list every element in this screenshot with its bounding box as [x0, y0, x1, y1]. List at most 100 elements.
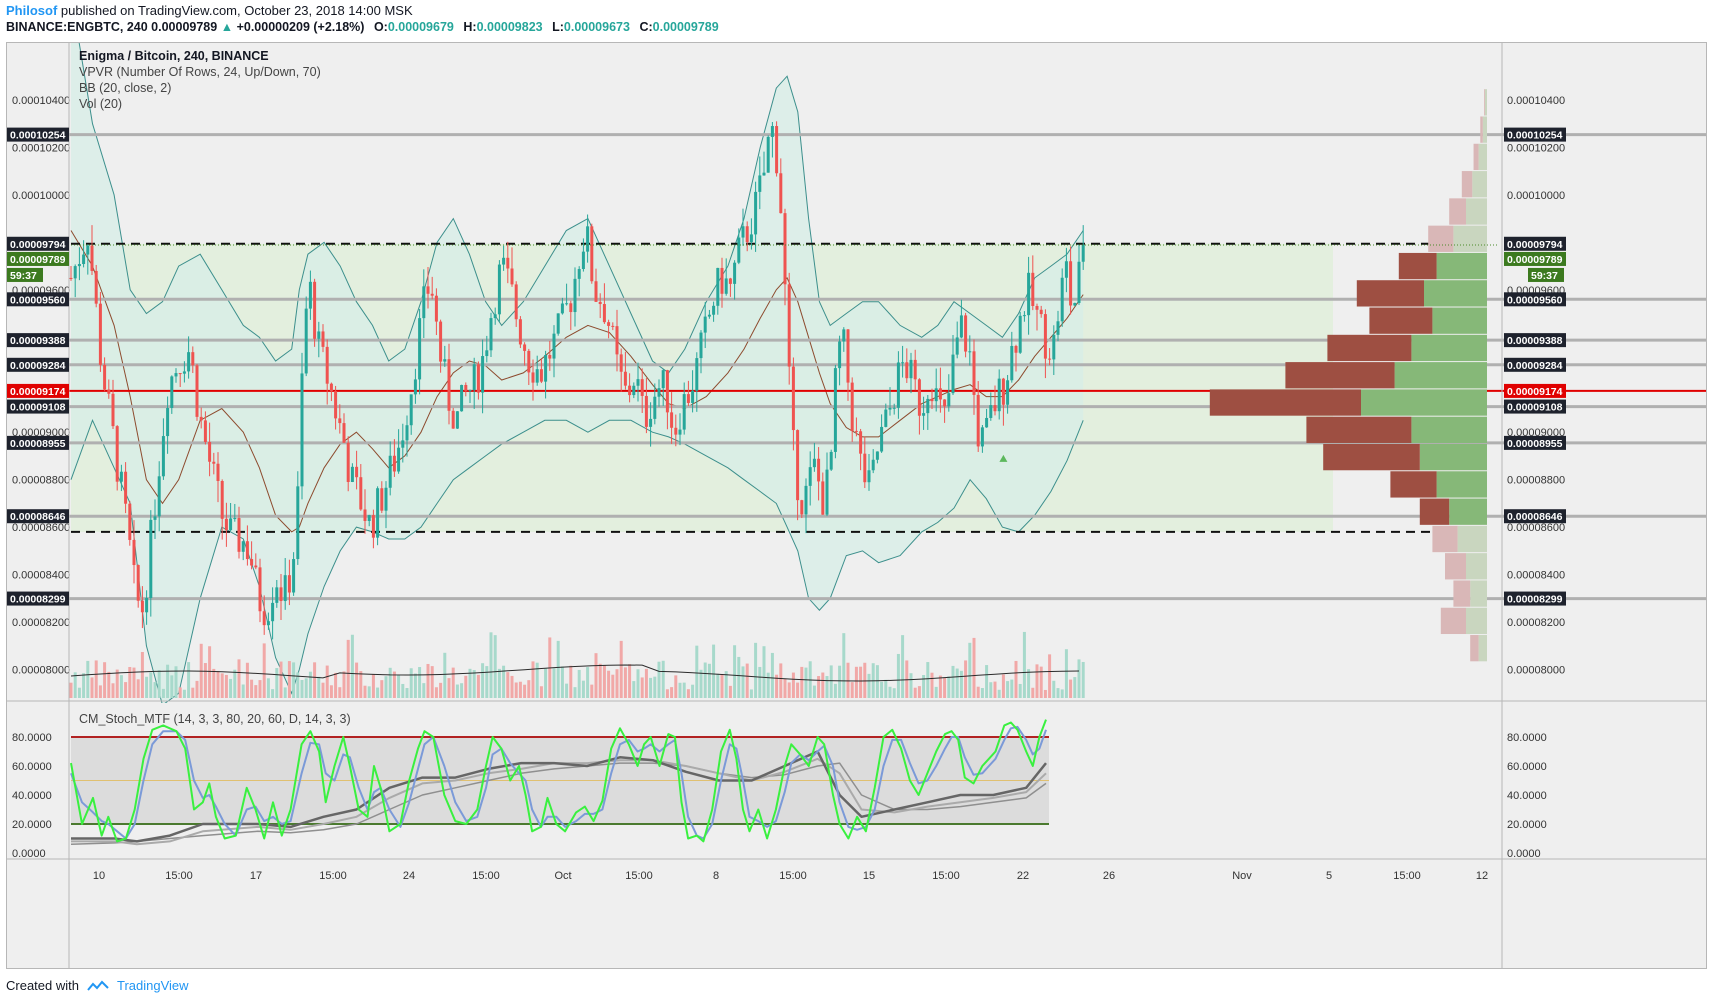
- candle[interactable]: [527, 348, 531, 386]
- candle[interactable]: [384, 481, 388, 529]
- price-level-tag[interactable]: 0.00008299: [1504, 591, 1566, 606]
- candle[interactable]: [518, 316, 522, 349]
- candle[interactable]: [867, 453, 871, 491]
- price-level-tag[interactable]: 0.00009174: [1504, 383, 1566, 398]
- candle[interactable]: [464, 382, 468, 397]
- candle[interactable]: [497, 260, 501, 322]
- candle[interactable]: [523, 342, 527, 366]
- candle[interactable]: [493, 307, 497, 325]
- price-level-tag[interactable]: 0.00008299: [7, 591, 69, 606]
- candle[interactable]: [598, 293, 602, 319]
- candle[interactable]: [455, 411, 459, 429]
- candle[interactable]: [73, 264, 77, 298]
- candle[interactable]: [304, 296, 308, 377]
- candle[interactable]: [346, 436, 350, 492]
- candle[interactable]: [124, 462, 128, 514]
- candle[interactable]: [149, 510, 153, 617]
- candle[interactable]: [640, 368, 644, 414]
- chart-canvas[interactable]: 0.00010400 0.00010400 0.00010200 0.00010200…: [7, 0, 1706, 968]
- candle[interactable]: [182, 361, 186, 383]
- candle[interactable]: [237, 506, 241, 559]
- candle[interactable]: [733, 260, 737, 300]
- candle[interactable]: [770, 122, 774, 158]
- candle[interactable]: [632, 382, 636, 399]
- candle[interactable]: [397, 429, 401, 474]
- candle[interactable]: [812, 442, 816, 472]
- main-price-pane[interactable]: [7, 0, 1706, 706]
- candle[interactable]: [460, 384, 464, 412]
- price-level-tag[interactable]: 0.00008646: [1504, 509, 1566, 524]
- candle[interactable]: [539, 358, 543, 384]
- candle[interactable]: [1039, 305, 1043, 318]
- candle[interactable]: [938, 367, 942, 413]
- candle[interactable]: [569, 300, 573, 331]
- price-level-tag[interactable]: 0.00009388: [7, 333, 69, 348]
- candle[interactable]: [371, 509, 375, 549]
- candle[interactable]: [363, 489, 367, 534]
- candle[interactable]: [485, 335, 489, 363]
- candle[interactable]: [556, 313, 560, 336]
- candle[interactable]: [212, 452, 216, 475]
- candle[interactable]: [825, 452, 829, 517]
- candle[interactable]: [220, 479, 224, 540]
- candle[interactable]: [376, 486, 380, 546]
- candles[interactable]: [69, 121, 1085, 640]
- candle[interactable]: [422, 269, 426, 338]
- candle[interactable]: [77, 247, 81, 281]
- candle[interactable]: [308, 270, 312, 320]
- candle[interactable]: [859, 428, 863, 471]
- candle[interactable]: [800, 499, 804, 519]
- candle[interactable]: [838, 335, 842, 386]
- candle[interactable]: [833, 364, 837, 459]
- candle[interactable]: [439, 319, 443, 373]
- candle[interactable]: [758, 156, 762, 210]
- candle[interactable]: [926, 395, 930, 430]
- candle[interactable]: [997, 369, 1001, 420]
- candle[interactable]: [905, 348, 909, 383]
- candle[interactable]: [178, 373, 182, 387]
- candle[interactable]: [1048, 348, 1052, 366]
- candle[interactable]: [548, 340, 552, 371]
- price-level-tag[interactable]: 0.00009560: [1504, 292, 1566, 307]
- candle[interactable]: [1010, 331, 1014, 383]
- candle[interactable]: [111, 379, 115, 430]
- candle[interactable]: [94, 264, 98, 308]
- candle[interactable]: [665, 369, 669, 430]
- candle[interactable]: [1052, 325, 1056, 375]
- candle[interactable]: [145, 590, 149, 625]
- candle[interactable]: [329, 382, 333, 402]
- candle[interactable]: [342, 413, 346, 443]
- candle[interactable]: [842, 327, 846, 352]
- candle[interactable]: [241, 540, 245, 561]
- candle[interactable]: [602, 283, 606, 324]
- candle[interactable]: [976, 381, 980, 452]
- candle[interactable]: [426, 267, 430, 309]
- candle[interactable]: [720, 257, 724, 308]
- candle[interactable]: [510, 247, 514, 287]
- candle[interactable]: [1069, 246, 1073, 315]
- candle[interactable]: [250, 541, 254, 570]
- candle[interactable]: [506, 241, 510, 284]
- candle[interactable]: [430, 276, 434, 300]
- candle[interactable]: [296, 471, 300, 565]
- candle[interactable]: [745, 221, 749, 252]
- candle[interactable]: [359, 464, 363, 511]
- candle[interactable]: [1064, 247, 1068, 293]
- candle[interactable]: [502, 245, 506, 271]
- candle[interactable]: [972, 339, 976, 415]
- candle[interactable]: [476, 361, 480, 400]
- candle[interactable]: [796, 429, 800, 521]
- candle[interactable]: [775, 121, 779, 177]
- candle[interactable]: [787, 272, 791, 385]
- candle[interactable]: [367, 514, 371, 527]
- candle[interactable]: [1060, 268, 1064, 327]
- candle[interactable]: [103, 357, 107, 392]
- candle[interactable]: [947, 374, 951, 412]
- candle[interactable]: [119, 464, 123, 492]
- candle[interactable]: [934, 368, 938, 412]
- price-level-tag[interactable]: 0.00008955: [7, 435, 69, 450]
- candle[interactable]: [871, 449, 875, 474]
- candle[interactable]: [271, 587, 275, 640]
- price-level-tag[interactable]: 0.00009284: [1504, 357, 1566, 372]
- candle[interactable]: [888, 387, 892, 416]
